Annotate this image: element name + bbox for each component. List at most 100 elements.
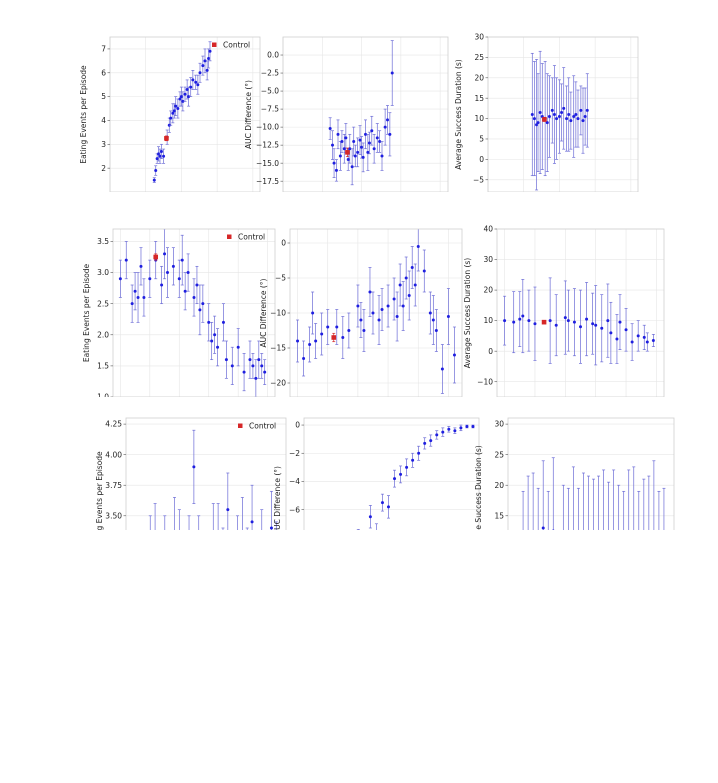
data-point: [269, 526, 273, 530]
legend-marker: [238, 423, 243, 428]
data-point: [521, 314, 525, 318]
data-point: [617, 539, 620, 542]
data-point: [609, 331, 613, 335]
data-point: [378, 140, 382, 144]
data-point: [314, 339, 318, 343]
x-tick-label: 0.2: [559, 400, 571, 409]
data-point: [342, 147, 346, 151]
data-point: [188, 551, 191, 554]
y-tick-label: 2.0: [97, 330, 109, 339]
data-point: [118, 277, 122, 281]
data-point: [353, 154, 357, 158]
data-point: [359, 318, 363, 322]
plot-area: [304, 418, 479, 530]
data-point: [321, 558, 324, 561]
y-tick-label: 3.0: [97, 268, 109, 277]
data-point: [183, 563, 186, 566]
data-point: [532, 533, 535, 536]
data-point: [566, 319, 570, 323]
data-point: [536, 121, 540, 125]
data-point: [181, 99, 185, 103]
data-point: [336, 132, 340, 136]
data-point: [572, 533, 575, 536]
y-tick-label: 4: [101, 116, 106, 125]
data-point: [360, 145, 364, 149]
data-point: [503, 319, 507, 323]
data-point: [527, 319, 531, 323]
x-tick-label: 0.5: [262, 400, 274, 409]
data-point: [265, 569, 268, 572]
x-axis-label: Food Speed (mm/s): [544, 409, 617, 418]
data-point: [417, 451, 421, 455]
y-tick-label: −2: [289, 449, 300, 458]
data-point: [154, 169, 158, 173]
axes-frame: [487, 36, 639, 192]
data-point: [597, 548, 600, 551]
y-tick-label: 30: [483, 255, 493, 264]
data-point: [177, 277, 181, 281]
data-point: [585, 317, 589, 321]
data-point: [372, 147, 376, 151]
data-point: [356, 304, 360, 308]
y-tick-label: 3.00: [105, 572, 122, 581]
data-point: [154, 533, 157, 536]
y-tick-label: 15: [474, 94, 484, 103]
data-point: [221, 551, 224, 554]
data-point: [250, 520, 254, 524]
plot-area: [488, 37, 638, 192]
y-tick-label: 3.50: [105, 511, 122, 520]
y-tick-label: 5: [101, 92, 106, 101]
control-point: [541, 319, 547, 325]
data-point: [429, 439, 433, 443]
data-point: [606, 319, 610, 323]
data-point: [386, 505, 390, 509]
y-tick-label: −20: [270, 379, 286, 388]
data-point: [428, 311, 432, 315]
data-point: [562, 106, 566, 110]
data-point: [592, 533, 595, 536]
data-point: [361, 155, 365, 159]
axes-frame: [112, 228, 276, 397]
data-point: [557, 115, 561, 119]
data-point: [552, 113, 556, 116]
data-point: [339, 573, 342, 576]
data-point: [205, 68, 209, 72]
data-point: [547, 539, 550, 542]
y-tick-label: −6: [289, 505, 300, 514]
y-tick-label: 1.0: [97, 393, 109, 402]
data-point: [522, 539, 525, 542]
data-point: [583, 115, 587, 119]
data-point: [404, 276, 408, 280]
x-tick-label: 0.000: [312, 195, 334, 204]
data-point: [471, 424, 475, 428]
plot-area: [508, 418, 674, 530]
y-axis-label: Average Success Duration (s): [454, 59, 463, 170]
data-point: [565, 117, 569, 121]
y-tick-label: 2: [101, 164, 106, 173]
y-tick-label: 3.75: [105, 481, 122, 490]
data-point: [178, 539, 181, 542]
y-tick-label: 0: [295, 421, 300, 430]
data-point: [201, 64, 205, 68]
x-tick-label: 0.015: [620, 195, 642, 204]
data-point: [562, 539, 565, 542]
data-point: [332, 161, 336, 165]
data-point: [191, 78, 195, 82]
data-point: [453, 429, 457, 433]
data-point: [390, 71, 394, 75]
data-point: [155, 157, 159, 161]
data-point: [662, 548, 665, 551]
control-point: [542, 117, 547, 122]
y-tick-label: 10: [474, 114, 484, 123]
data-point: [618, 320, 622, 324]
data-point: [196, 83, 200, 87]
y-axis-label: Eating Events per Episode: [95, 451, 104, 550]
legend-marker: [227, 234, 232, 239]
data-point: [308, 343, 312, 346]
data-point: [386, 304, 390, 308]
data-point: [179, 95, 183, 99]
axes-frame: [282, 36, 449, 192]
data-point: [171, 111, 175, 115]
data-point: [380, 308, 384, 311]
data-point: [338, 154, 342, 158]
